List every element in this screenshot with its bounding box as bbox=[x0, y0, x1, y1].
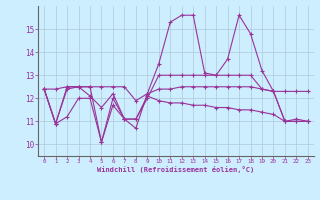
X-axis label: Windchill (Refroidissement éolien,°C): Windchill (Refroidissement éolien,°C) bbox=[97, 166, 255, 173]
